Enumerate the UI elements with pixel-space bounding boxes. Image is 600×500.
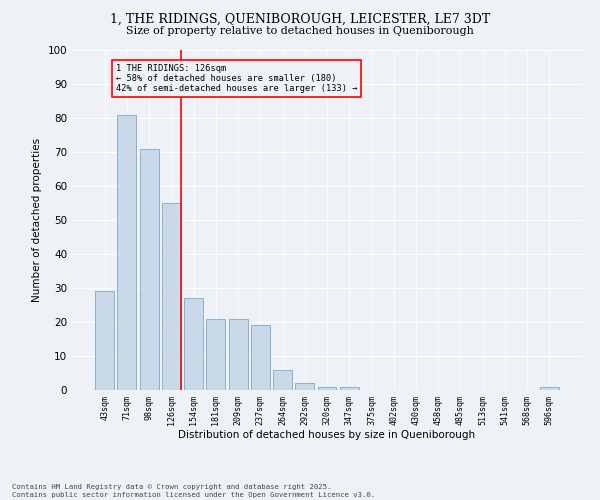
Text: 1 THE RIDINGS: 126sqm
← 58% of detached houses are smaller (180)
42% of semi-det: 1 THE RIDINGS: 126sqm ← 58% of detached … <box>116 64 357 94</box>
Text: Contains HM Land Registry data © Crown copyright and database right 2025.
Contai: Contains HM Land Registry data © Crown c… <box>12 484 375 498</box>
Bar <box>206 318 225 390</box>
Bar <box>162 203 181 390</box>
Bar <box>95 292 114 390</box>
Bar <box>251 326 270 390</box>
Y-axis label: Number of detached properties: Number of detached properties <box>32 138 42 302</box>
Bar <box>295 383 314 390</box>
Bar <box>184 298 203 390</box>
Bar <box>118 114 136 390</box>
Bar <box>273 370 292 390</box>
Text: Size of property relative to detached houses in Queniborough: Size of property relative to detached ho… <box>126 26 474 36</box>
Bar <box>340 386 359 390</box>
X-axis label: Distribution of detached houses by size in Queniborough: Distribution of detached houses by size … <box>178 430 476 440</box>
Bar <box>140 148 158 390</box>
Text: 1, THE RIDINGS, QUENIBOROUGH, LEICESTER, LE7 3DT: 1, THE RIDINGS, QUENIBOROUGH, LEICESTER,… <box>110 12 490 26</box>
Bar <box>317 386 337 390</box>
Bar <box>540 386 559 390</box>
Bar <box>229 318 248 390</box>
